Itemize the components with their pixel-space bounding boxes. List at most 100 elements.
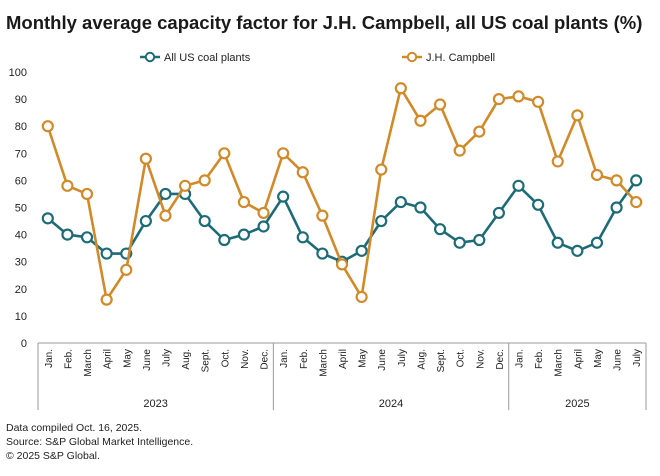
x-tick-label: Feb. [63, 349, 74, 369]
data-point [414, 201, 427, 214]
x-tick-label: Aug. [416, 349, 427, 370]
data-point [159, 209, 172, 222]
y-tick-label: 90 [15, 94, 27, 106]
data-point [139, 214, 152, 228]
x-tick-label: July [161, 349, 172, 367]
legend: All US coal plants J.H. Campbell [140, 51, 495, 64]
data-point [178, 179, 192, 192]
data-point [100, 293, 113, 306]
x-tick-label: Dec. [495, 349, 506, 370]
data-point [453, 144, 466, 157]
x-tick-label: Jan. [515, 349, 526, 368]
x-tick-label: June [142, 349, 153, 371]
data-point [590, 168, 604, 182]
x-tick-label: April [103, 349, 114, 369]
y-tick-label: 20 [15, 284, 27, 296]
data-point [433, 223, 447, 236]
data-point [61, 228, 74, 241]
data-point [394, 195, 407, 209]
x-tick-label: May [122, 349, 133, 368]
year-label: 2023 [143, 398, 167, 410]
data-point [335, 258, 349, 271]
chart-title: Monthly average capacity factor for J.H.… [6, 12, 643, 33]
data-point [375, 214, 388, 228]
year-label: 2025 [565, 398, 589, 410]
data-point [120, 263, 133, 276]
y-tick-label: 80 [15, 121, 27, 133]
data-point [218, 147, 231, 160]
y-tick-label: 50 [15, 203, 27, 215]
x-tick-label: Aug. [181, 349, 192, 370]
x-tick-label: July [632, 349, 643, 367]
data-point [80, 231, 94, 244]
data-point [414, 114, 427, 127]
x-tick-label: Nov. [240, 349, 251, 369]
x-tick-label: Oct. [456, 349, 467, 367]
x-tick-label: May [358, 349, 369, 368]
data-point [296, 231, 309, 244]
data-point [375, 163, 388, 176]
y-tick-label: 60 [15, 175, 27, 187]
y-tick-label: 40 [15, 230, 27, 242]
data-point [277, 147, 290, 160]
legend-label: All US coal plants [164, 52, 251, 64]
data-point [512, 90, 525, 103]
data-point [571, 109, 584, 122]
x-axis: Jan. Feb. March April May June July Aug. Sept. Oc… [37, 342, 647, 410]
data-point [473, 125, 486, 138]
data-point [257, 206, 270, 220]
data-point [316, 209, 329, 222]
data-point [198, 214, 211, 228]
data-point [492, 206, 506, 220]
x-tick-label: June [613, 349, 624, 371]
x-tick-label: Feb. [534, 349, 545, 369]
data-point [512, 179, 525, 192]
data-point [159, 187, 172, 201]
x-tick-label: Jan. [44, 349, 55, 368]
x-tick-label: Feb. [299, 349, 310, 369]
data-point [218, 233, 231, 247]
data-point [532, 198, 545, 211]
x-tick-label: March [83, 349, 94, 377]
series-layer [41, 82, 643, 306]
data-point [630, 174, 643, 187]
data-point [316, 247, 329, 260]
legend-marker [144, 51, 156, 63]
data-point [571, 244, 584, 257]
x-tick-label: June [377, 349, 388, 371]
footer-compiled: Data compiled Oct. 16, 2025. [6, 422, 142, 434]
data-point [492, 92, 506, 106]
data-point [473, 233, 486, 247]
data-point [41, 212, 54, 225]
x-tick-label: July [397, 349, 408, 367]
y-tick-label: 30 [15, 257, 27, 269]
x-tick-label: March [554, 349, 565, 377]
x-tick-label: March [318, 349, 329, 377]
data-point [237, 195, 251, 209]
footer-source: Source: S&P Global Market Intelligence. [6, 436, 194, 448]
data-point [296, 166, 309, 179]
x-tick-label: Sept. [201, 349, 212, 372]
data-point [100, 247, 113, 260]
data-point [551, 155, 564, 168]
data-point [237, 228, 251, 241]
x-tick-label: Oct. [220, 349, 231, 367]
data-point [257, 220, 270, 233]
data-point [532, 95, 545, 108]
y-tick-label: 70 [15, 148, 27, 160]
y-tick-label: 0 [21, 338, 27, 350]
data-point [610, 201, 623, 214]
y-axis: 0 10 20 30 40 50 60 70 80 90 100 [9, 67, 27, 350]
data-point [41, 120, 54, 133]
data-point [139, 152, 152, 165]
data-point [80, 187, 94, 201]
legend-label: J.H. Campbell [426, 52, 495, 64]
data-point [198, 174, 211, 187]
data-point [277, 190, 290, 203]
x-tick-label: Jan. [279, 349, 290, 368]
data-point [551, 236, 564, 249]
data-point [610, 174, 623, 187]
data-point [630, 195, 643, 209]
data-point [394, 82, 407, 95]
